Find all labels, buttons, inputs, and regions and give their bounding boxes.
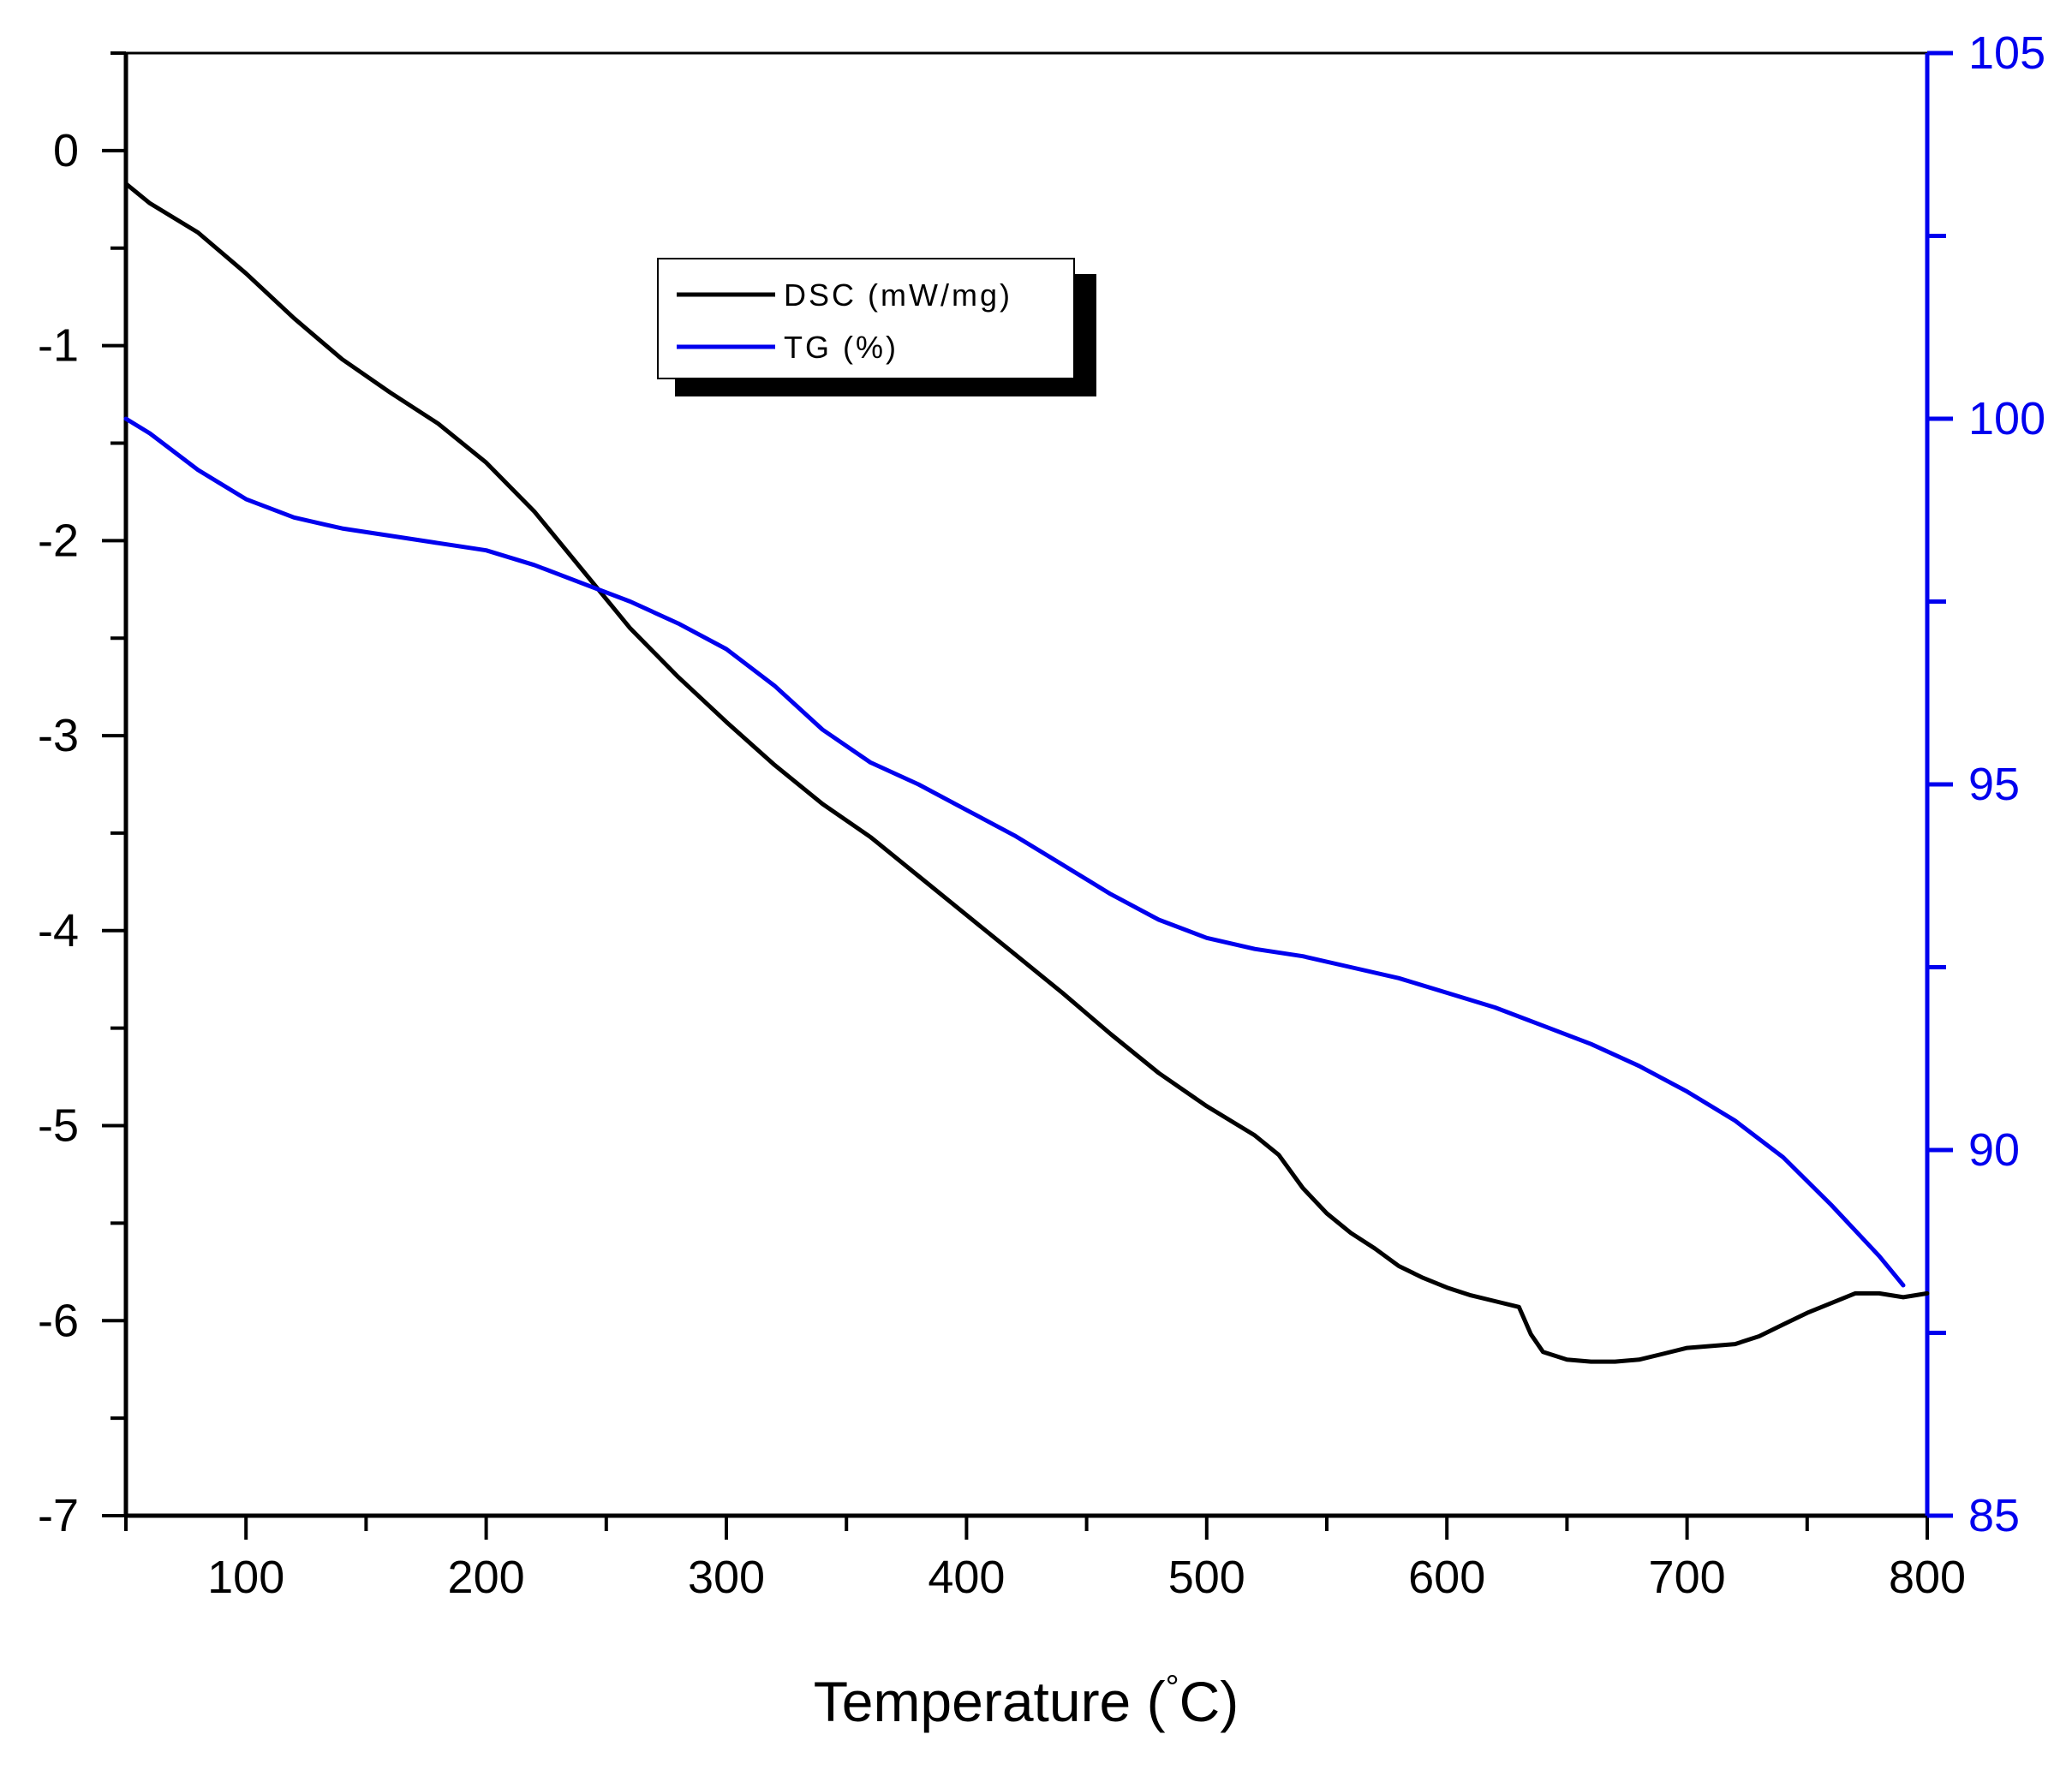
left-tick-label: -6 — [38, 1295, 79, 1346]
x-tick-label: 800 — [1889, 1552, 1966, 1603]
legend-label-dsc: DSC (mW/mg) — [784, 277, 1012, 313]
left-tick-label: -1 — [38, 320, 79, 372]
series-layer — [123, 182, 1930, 1364]
x-axis-title-unit: C) — [1179, 1670, 1239, 1733]
left-tick-label: -5 — [38, 1100, 79, 1152]
left-tick-label: -2 — [38, 515, 79, 566]
x-tick-label: 300 — [688, 1552, 765, 1603]
x-axis-ticks: 100 200 300 400 500 600 700 800 — [124, 1516, 1966, 1603]
x-tick-label: 200 — [448, 1552, 525, 1603]
x-tick-label: 600 — [1408, 1552, 1485, 1603]
right-y-axis-ticks: 85 90 95 100 105 — [1927, 27, 2045, 1541]
left-y-axis-ticks: 0 -1 -2 -3 -4 -5 -6 -7 — [38, 51, 126, 1541]
left-tick-label: 0 — [53, 125, 79, 176]
legend: DSC (mW/mg) TG (%) — [657, 258, 1096, 396]
x-tick-label: 500 — [1168, 1552, 1245, 1603]
right-tick-label: 95 — [1968, 759, 2020, 810]
right-tick-label: 105 — [1968, 27, 2045, 79]
left-tick-label: -4 — [38, 905, 79, 957]
x-tick-label: 400 — [928, 1552, 1005, 1603]
legend-box — [657, 258, 1075, 379]
x-axis-title-degree: ° — [1166, 1669, 1179, 1707]
legend-label-tg: TG (%) — [784, 330, 899, 365]
right-tick-label: 90 — [1968, 1124, 2020, 1176]
right-tick-label: 100 — [1968, 393, 2045, 444]
x-axis-title: Temperature (°C) — [814, 1669, 1239, 1733]
x-axis-title-main: Temperature ( — [814, 1670, 1166, 1733]
tg-series-line — [123, 416, 1906, 1288]
left-tick-label: -3 — [38, 710, 79, 761]
x-tick-label: 700 — [1649, 1552, 1726, 1603]
dsc-series-line — [123, 182, 1930, 1364]
right-tick-label: 85 — [1968, 1490, 2020, 1541]
left-tick-label: -7 — [38, 1490, 79, 1541]
x-tick-label: 100 — [207, 1552, 284, 1603]
